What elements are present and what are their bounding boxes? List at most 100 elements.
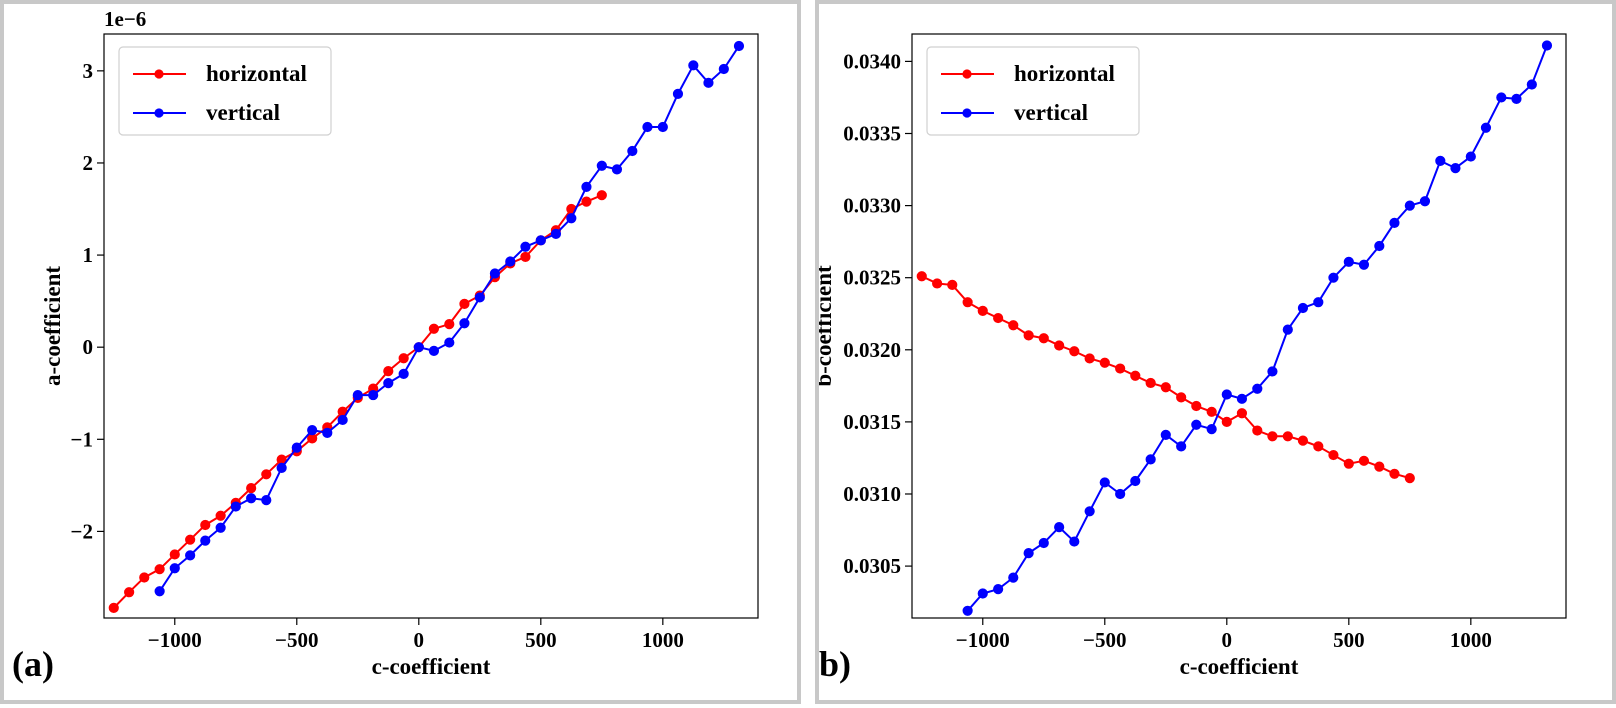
series-vertical-point (1099, 477, 1110, 488)
series-horizontal-point (581, 196, 592, 207)
series-vertical-point (535, 235, 546, 246)
series-vertical-point (703, 77, 714, 88)
legend-horizontal-marker (154, 69, 164, 79)
x-tick-label: −1000 (148, 628, 202, 652)
x-axis-label: c-coefficient (1180, 654, 1299, 679)
legend-vertical-label: vertical (206, 100, 280, 125)
series-vertical-point (1435, 155, 1446, 166)
series-horizontal-point (1313, 441, 1324, 452)
series-horizontal-point (947, 279, 958, 291)
series-horizontal-point (1343, 458, 1354, 469)
x-axis-label: c-coefficient (372, 654, 491, 679)
y-tick-label: −1 (71, 427, 93, 451)
series-vertical-point (1054, 522, 1065, 533)
y-axis-label: b-coefficient (819, 265, 836, 387)
series-horizontal-point (1145, 377, 1156, 389)
y-tick-label: 0.0325 (843, 266, 901, 290)
series-vertical-point (352, 389, 363, 401)
series-horizontal-point (1358, 455, 1370, 466)
series-vertical-point (1267, 366, 1278, 377)
y-tick-label: 0.0315 (843, 410, 901, 434)
series-horizontal-point (932, 278, 943, 289)
series-horizontal-point (1054, 340, 1065, 351)
y-tick-label: 0.0330 (843, 194, 901, 218)
series-vertical-point (215, 522, 226, 533)
series-horizontal-point (459, 298, 470, 309)
series-vertical-point (962, 605, 973, 616)
series-vertical-point (1145, 454, 1156, 465)
series-vertical-point (1358, 259, 1370, 270)
series-vertical-point (520, 241, 531, 252)
plot-frame (103, 33, 759, 619)
x-tick-label: 500 (1333, 628, 1365, 652)
series-horizontal-point (139, 572, 150, 583)
series-horizontal-point (444, 319, 455, 330)
series-horizontal-point (383, 366, 394, 377)
series-vertical-point (627, 145, 638, 157)
x-tick-label: 1000 (1450, 628, 1492, 652)
series-horizontal-point (1404, 473, 1415, 484)
series-vertical-point (246, 493, 257, 504)
series-horizontal-point (124, 587, 135, 598)
series-vertical-point (1252, 383, 1263, 394)
y-tick-label: 3 (83, 59, 94, 83)
series-vertical-point (1328, 272, 1339, 283)
series-vertical-point (1511, 93, 1522, 104)
series-vertical-point (1206, 424, 1217, 435)
series-vertical-point (733, 40, 745, 52)
series-vertical-point (672, 88, 684, 99)
series-vertical-point (657, 121, 668, 133)
series-vertical-point (261, 494, 272, 506)
series-horizontal-point (1389, 468, 1400, 479)
series-horizontal-point (246, 483, 257, 494)
series-vertical-point (596, 160, 607, 171)
series-vertical-point (200, 535, 211, 546)
series-vertical-point (169, 563, 180, 574)
x-tick-label: 0 (414, 628, 425, 652)
series-vertical-point (474, 292, 485, 303)
y-tick-label: 0.0305 (843, 554, 901, 578)
series-vertical-point (1008, 572, 1019, 583)
series-vertical-point (398, 368, 409, 379)
panel-label: (b) (819, 644, 851, 684)
series-horizontal-point (1221, 416, 1232, 427)
series-vertical-point (1115, 488, 1126, 500)
plot-frame (911, 33, 1567, 619)
series-vertical-point (230, 501, 241, 512)
series-vertical-point (1313, 297, 1324, 308)
series-vertical-point (1297, 302, 1309, 314)
series-horizontal-point (596, 190, 607, 201)
series-vertical-point (1038, 537, 1049, 549)
series-vertical-point (1419, 196, 1431, 207)
series-vertical-point (368, 389, 379, 401)
series-vertical-point (1282, 324, 1293, 335)
chart-b: −1000 −500 0 500 1000 0.0305 0.0310 0.0315 0.032… (819, 33, 1567, 684)
y-tick-label: 0.0310 (843, 482, 901, 506)
series-horizontal-point (977, 305, 988, 316)
series-horizontal-point (185, 534, 196, 545)
series-vertical-point (1130, 475, 1141, 487)
series-vertical-point (1526, 79, 1537, 90)
series-horizontal-point (154, 564, 165, 575)
series-vertical-point (1389, 217, 1400, 228)
series-vertical-point (688, 60, 699, 71)
y-tick-label: 1 (83, 243, 94, 267)
series-vertical-point (459, 318, 470, 329)
series-horizontal-point (1099, 357, 1110, 368)
series-vertical-point (1236, 393, 1248, 404)
series-horizontal-point (1206, 406, 1217, 417)
series-horizontal-point (1374, 461, 1385, 472)
x-tick-label: −500 (275, 628, 318, 652)
y-tick-label: 0.0335 (843, 121, 901, 145)
series-vertical-point (154, 586, 165, 597)
y-tick-label: 0.0340 (843, 49, 901, 73)
series-vertical-point (307, 424, 318, 436)
series-horizontal-point (520, 251, 531, 263)
series-vertical-point (413, 342, 424, 353)
series-horizontal-point (261, 469, 272, 480)
series-vertical-point (1465, 151, 1476, 162)
series-horizontal-point (1130, 370, 1141, 381)
y-tick-label: 2 (83, 151, 94, 175)
series-vertical-point (642, 121, 653, 133)
series-vertical-point (977, 588, 988, 599)
